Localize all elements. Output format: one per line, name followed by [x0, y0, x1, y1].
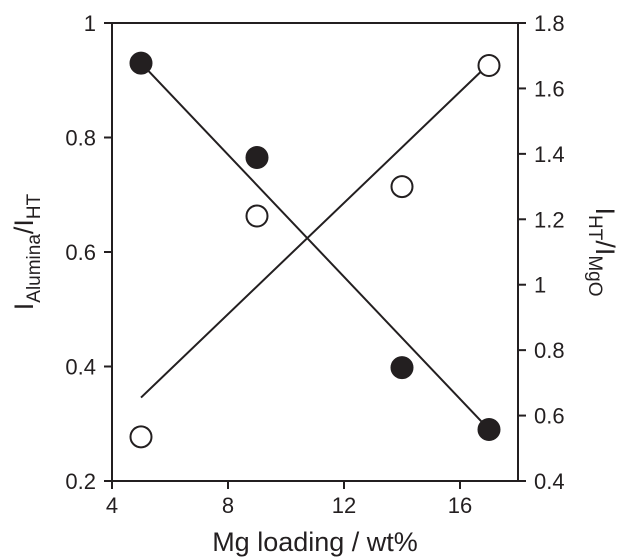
y-axis-left: 0.2 0.4 0.6 0.8 1 [65, 11, 112, 494]
filled-data-point [245, 146, 269, 170]
x-axis: 4 8 12 16 [106, 481, 472, 518]
y-left-tick-label: 0.6 [65, 240, 96, 265]
y-axis-left-label: IAlumina/IHT [9, 193, 45, 310]
filled-data-point [129, 51, 153, 75]
filled-data-point [390, 356, 414, 380]
plot-frame [111, 22, 519, 482]
data-points [129, 51, 501, 449]
y-left-tick-label: 0.2 [65, 469, 96, 494]
y-right-tick-label: 0.6 [534, 404, 565, 429]
filled-data-point [477, 417, 501, 441]
y-axis-right-label: IHT/IMgO [584, 207, 620, 296]
x-axis-label: Mg loading / wt% [212, 527, 418, 557]
open-data-point [477, 54, 501, 78]
fit-lines [140, 62, 490, 431]
open-data-point [129, 425, 153, 449]
open-data-point [390, 175, 414, 199]
y-left-tick-label: 0.8 [65, 126, 96, 151]
x-tick-label: 16 [448, 493, 472, 518]
y-right-tick-label: 1 [534, 273, 546, 298]
x-tick-label: 8 [222, 493, 234, 518]
y-right-tick-label: 1.6 [534, 76, 565, 101]
y-right-tick-label: 0.8 [534, 338, 565, 363]
y-right-tick-label: 1.8 [534, 11, 565, 36]
y-left-tick-label: 1 [84, 11, 96, 36]
y-right-tick-label: 0.4 [534, 469, 565, 494]
open-data-point [245, 204, 269, 228]
fit-line-left [140, 62, 490, 431]
y-axis-right: 0.4 0.6 0.8 1 1.2 1.4 1.6 1.8 [518, 11, 565, 494]
fit-line-right [140, 63, 490, 399]
x-tick-label: 4 [106, 493, 118, 518]
y-right-tick-label: 1.2 [534, 207, 565, 232]
y-right-tick-label: 1.4 [534, 142, 565, 167]
y-left-tick-label: 0.4 [65, 355, 96, 380]
x-tick-label: 12 [332, 493, 356, 518]
